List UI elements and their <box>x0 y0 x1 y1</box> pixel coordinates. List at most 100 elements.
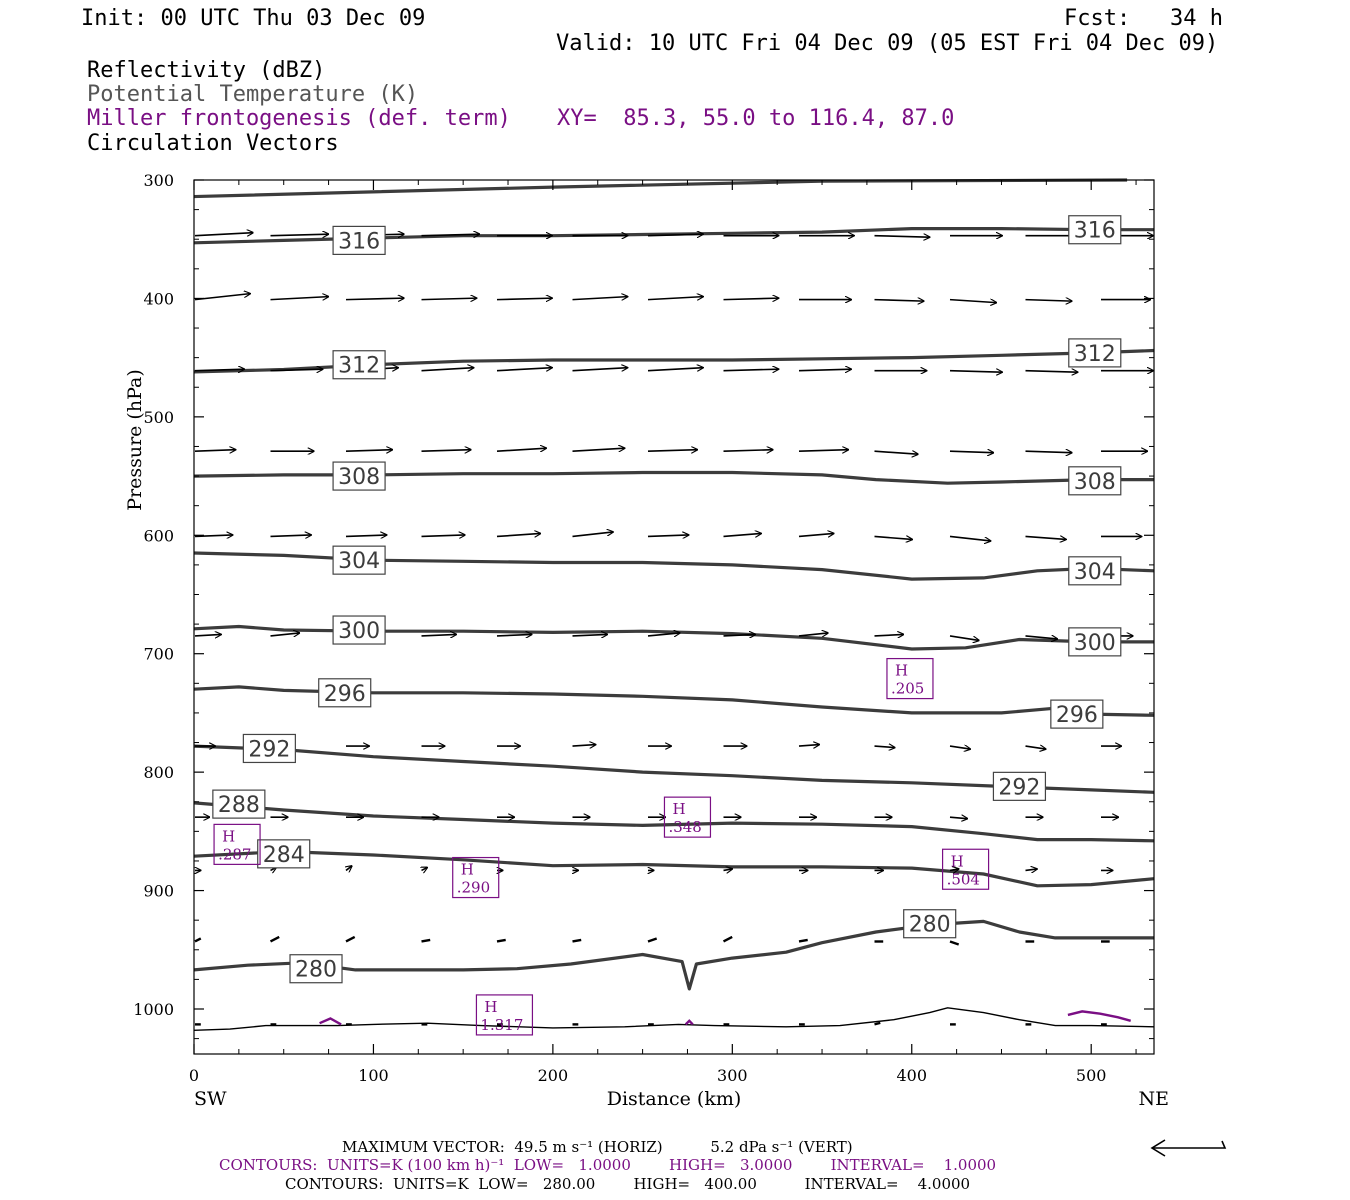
circulation-vector <box>798 633 828 636</box>
frontogenesis-contours <box>319 1010 1132 1026</box>
isentrope-value: 308 <box>1074 470 1116 495</box>
isentrope-label: 316 <box>332 225 386 255</box>
high-marker: H <box>672 800 685 818</box>
frontogenesis-contours-line: CONTOURS: UNITS=K (100 km h)⁻¹ LOW= 1.00… <box>219 1156 997 1174</box>
terrain-line <box>193 1007 1155 1031</box>
field-circulation-vectors: Circulation Vectors <box>87 131 339 156</box>
circulation-vector <box>949 817 967 819</box>
circulation-vector <box>949 940 960 946</box>
circulation-vector <box>421 634 457 636</box>
circulation-vector <box>421 535 466 537</box>
y-tick-label: 500 <box>143 408 174 427</box>
isentrope-value: 292 <box>998 775 1040 800</box>
circulation-vector <box>647 297 703 300</box>
circulation-vector <box>572 938 582 943</box>
reference-vector <box>1150 1139 1227 1157</box>
x-tick-label: 500 <box>1076 1066 1107 1085</box>
frontogenesis-contour <box>319 1017 342 1026</box>
circulation-vector <box>421 298 477 300</box>
circulation-vector <box>1025 371 1078 373</box>
frontogenesis-max: H.287 <box>213 823 261 865</box>
circulation-vector <box>421 938 431 943</box>
high-marker: H <box>222 827 235 845</box>
high-value: .205 <box>891 680 924 698</box>
cross-section-xy: XY= 85.3, 55.0 to 116.4, 87.0 <box>557 106 955 131</box>
circulation-vector <box>874 236 930 238</box>
x-tick-label: 300 <box>717 1066 748 1085</box>
frontogenesis-max: H.205 <box>886 657 934 700</box>
isentrope-value: 308 <box>338 465 380 490</box>
circulation-vector <box>346 866 352 871</box>
circulation-vector <box>345 298 404 300</box>
high-marker: H <box>895 662 908 680</box>
circulation-vector <box>270 535 312 537</box>
isentrope-value: 300 <box>338 619 380 644</box>
isentrope-value: 316 <box>338 229 380 254</box>
circulation-vector <box>270 633 300 636</box>
forecast-hour: Fcst: 34 h <box>1064 6 1223 31</box>
circulation-vector <box>1025 451 1072 453</box>
circulation-vector <box>874 634 904 636</box>
isentrope-value: 316 <box>1074 219 1116 244</box>
circulation-vector <box>496 448 546 451</box>
circulation-vector <box>949 300 996 303</box>
isentrope-284 <box>193 849 1155 888</box>
field-potential-temperature: Potential Temperature (K) <box>87 82 419 107</box>
isentrope-label: 316 <box>1068 215 1122 245</box>
circulation-vector <box>722 935 733 943</box>
circulation-vector <box>1025 869 1038 871</box>
isentrope-label: 284 <box>257 839 311 869</box>
isentrope-value: 288 <box>218 793 260 818</box>
circulation-vector <box>647 937 658 943</box>
isentrope-320 <box>193 178 1128 199</box>
isentrope-label: 304 <box>332 545 386 575</box>
circulation-vector <box>874 1021 881 1026</box>
high-value: .290 <box>457 879 490 897</box>
isentrope-label: 304 <box>1068 556 1122 586</box>
isentrope-label: 308 <box>1068 466 1122 496</box>
y-tick-label: 700 <box>143 645 174 664</box>
isentrope-value: 312 <box>1074 342 1116 367</box>
circulation-vector <box>723 369 779 371</box>
field-miller-frontogenesis: Miller frontogenesis (def. term) <box>87 106 511 131</box>
circulation-vector <box>798 533 834 536</box>
circulation-vector <box>874 451 919 454</box>
x-tick-label: 200 <box>538 1066 569 1085</box>
high-value: .348 <box>668 818 701 836</box>
circulation-vector <box>421 450 471 452</box>
high-marker: H <box>461 861 474 879</box>
sw-label: SW <box>194 1088 227 1110</box>
circulation-vector <box>798 369 851 371</box>
circulation-vector <box>949 746 970 749</box>
max-vector-line: MAXIMUM VECTOR: 49.5 m s⁻¹ (HORIZ) 5.2 d… <box>342 1138 853 1156</box>
ground-line <box>193 1007 1155 1031</box>
circulation-vector <box>949 451 994 453</box>
isentrope-value: 284 <box>263 843 305 868</box>
circulation-vector <box>874 300 924 302</box>
circulation-vector <box>647 368 703 371</box>
circulation-vector <box>270 369 323 371</box>
circulation-vector <box>874 536 913 539</box>
circulation-vector <box>496 368 552 371</box>
circulation-vector <box>270 234 329 236</box>
circulation-vector <box>723 533 762 536</box>
circulation-vector <box>194 369 244 371</box>
circulation-vector <box>572 634 608 636</box>
circulation-vector <box>874 746 895 748</box>
circulation-vector <box>422 867 428 870</box>
theta-contours-line: CONTOURS: UNITS=K LOW= 280.00 HIGH= 400.… <box>285 1175 971 1193</box>
isentrope-labels: 316 316 312 312 308 308 304 304 300 300 296 296 292 2… <box>212 215 1122 984</box>
circulation-vector <box>345 450 392 452</box>
circulation-vector <box>194 634 221 636</box>
isentrope-value: 304 <box>338 549 380 574</box>
circulation-vector <box>798 450 848 452</box>
circulation-vector <box>421 234 480 236</box>
frontogenesis-contour <box>684 1019 694 1026</box>
circulation-vector <box>798 745 819 747</box>
y-tick-label: 600 <box>143 526 174 545</box>
isentrope-value: 292 <box>248 737 290 762</box>
frontogenesis-max: H.290 <box>452 856 500 899</box>
init-time: Init: 00 UTC Thu 03 Dec 09 <box>81 6 426 31</box>
circulation-vector <box>723 634 756 636</box>
high-marker: H <box>951 852 964 870</box>
